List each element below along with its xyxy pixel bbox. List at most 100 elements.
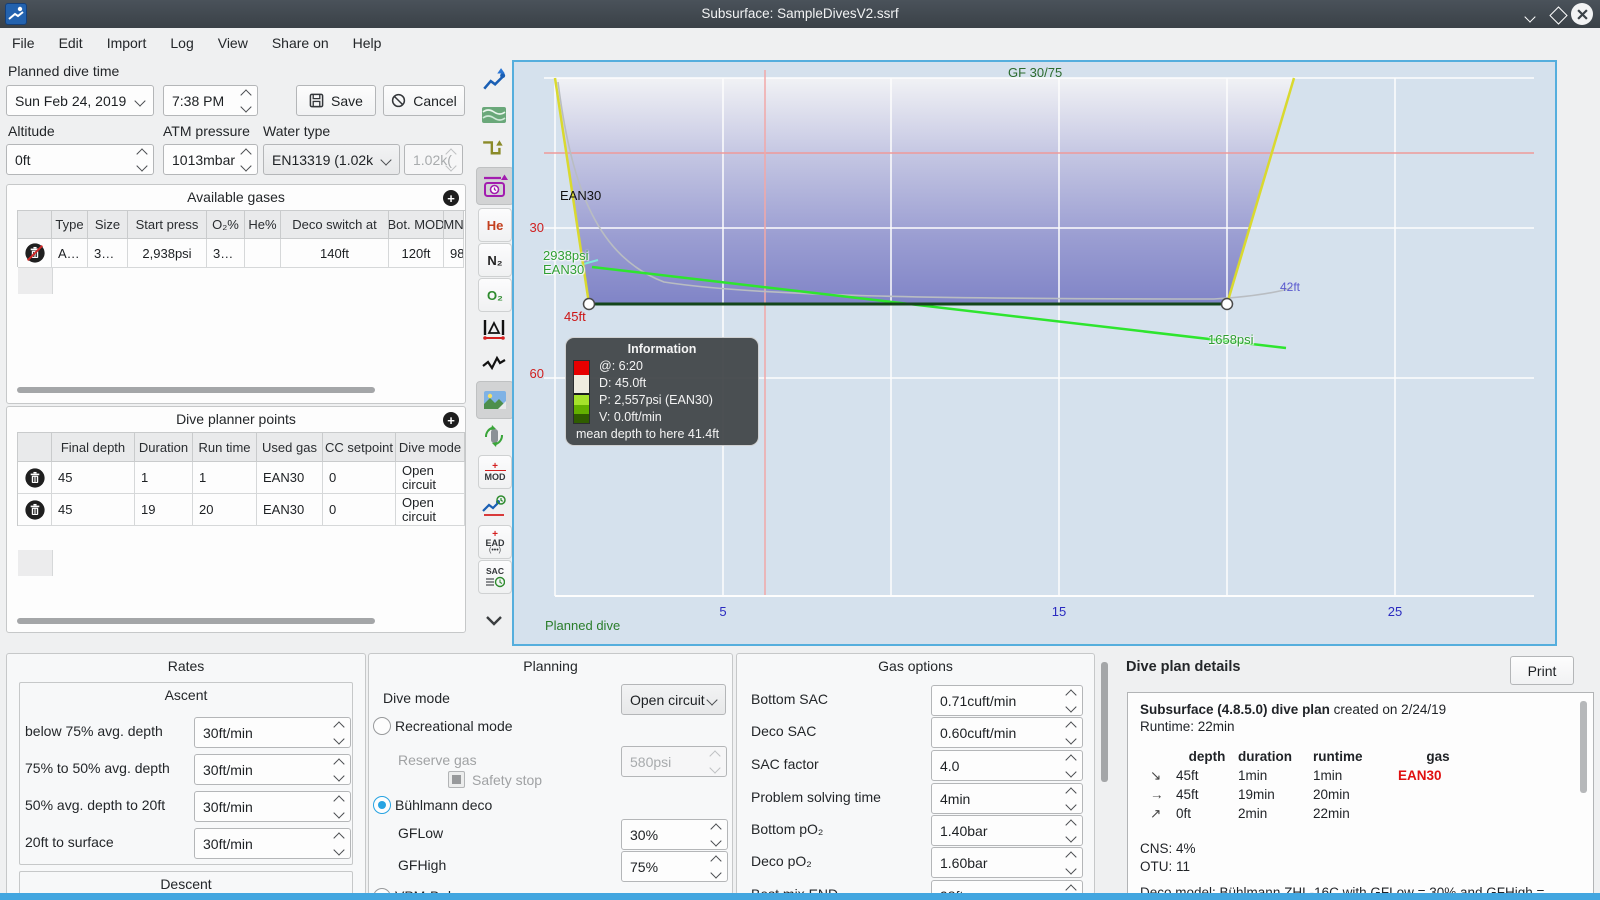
toolbar-scroll-down-button[interactable] xyxy=(478,605,510,637)
planner-h-scrollbar[interactable] xyxy=(17,618,375,624)
calc-ceiling-button[interactable] xyxy=(478,64,510,96)
pt1-duration[interactable]: 1 xyxy=(135,462,193,494)
tank-bar-button[interactable] xyxy=(478,420,510,452)
toggle-n2-graph-button[interactable]: N₂ xyxy=(478,243,512,277)
close-button[interactable] xyxy=(1571,3,1593,25)
add-gas-button[interactable]: + xyxy=(443,190,459,206)
problem-time-spinner[interactable]: 4min xyxy=(931,783,1083,814)
sac-factor-spinner[interactable]: 4.0 xyxy=(931,750,1083,781)
rate-spin-2[interactable]: 30ft/min xyxy=(194,754,351,785)
deco-po2-spinner[interactable]: 1.60bar xyxy=(931,847,1083,878)
heart-rate-button[interactable] xyxy=(478,348,510,380)
rate-spin-4[interactable]: 30ft/min xyxy=(194,828,351,859)
gas-mnd[interactable]: 98f xyxy=(444,239,464,268)
col-run-time[interactable]: Run time xyxy=(193,433,257,462)
buhlmann-deco-radio[interactable] xyxy=(373,796,391,814)
delete-point-cell[interactable] xyxy=(18,494,52,526)
gas-o2[interactable]: 3… xyxy=(207,239,245,268)
col-dive-mode[interactable]: Dive mode xyxy=(396,433,465,462)
col-size[interactable]: Size xyxy=(88,211,128,239)
dive-profile-chart[interactable]: GF 30/75 EAN30 2938psi EAN30 45ft 42ft 1… xyxy=(512,60,1557,646)
delete-gas-cell[interactable] xyxy=(18,239,52,268)
col-deco-switch[interactable]: Deco switch at xyxy=(281,211,389,239)
gas-deco-switch[interactable]: 140ft xyxy=(281,239,389,268)
available-gases-table[interactable]: Type Size Start press O₂% He% Deco switc… xyxy=(17,210,465,268)
bottom-sac-spinner[interactable]: 0.71cuft/min xyxy=(931,685,1083,716)
cancel-button[interactable]: Cancel xyxy=(383,85,465,116)
best-mix-end-spinner[interactable]: 98ft xyxy=(931,880,1083,894)
waypoint-handle-end[interactable] xyxy=(1220,297,1234,311)
time-spinner[interactable]: 7:38 PM xyxy=(163,85,258,116)
pt2-duration[interactable]: 19 xyxy=(135,494,193,526)
col-cc-setpoint[interactable]: CC setpoint xyxy=(323,433,396,462)
plan-v-scrollbar[interactable] xyxy=(1580,701,1587,793)
show-photos-button[interactable] xyxy=(476,381,514,419)
pt1-mode[interactable]: Open circuit xyxy=(396,462,465,494)
atm-pressure-spinner[interactable]: 1013mbar xyxy=(163,144,258,175)
menu-import[interactable]: Import xyxy=(106,35,147,51)
recreational-mode-radio[interactable] xyxy=(373,717,391,735)
safety-stop-checkbox[interactable] xyxy=(448,771,465,788)
bottom-po2-spinner[interactable]: 1.40bar xyxy=(931,815,1083,846)
ead-button[interactable]: + EAD (•••) xyxy=(478,525,512,559)
dc-reported-ceiling-button[interactable] xyxy=(478,134,510,166)
gas-type[interactable]: A… xyxy=(52,239,88,268)
gas-he[interactable] xyxy=(245,239,281,268)
col-final-depth[interactable]: Final depth xyxy=(52,433,135,462)
rate-spin-1[interactable]: 30ft/min xyxy=(194,717,351,748)
menu-view[interactable]: View xyxy=(217,35,248,51)
pt1-depth[interactable]: 45 xyxy=(52,462,135,494)
gfhigh-spinner[interactable]: 75% xyxy=(621,851,728,882)
print-button[interactable]: Print xyxy=(1510,656,1574,685)
col-mnd[interactable]: MN xyxy=(444,211,464,239)
mod-button[interactable]: + MOD xyxy=(478,455,512,489)
col-start-press[interactable]: Start press xyxy=(128,211,207,239)
rate-spin-3[interactable]: 30ft/min xyxy=(194,791,351,822)
gases-h-scrollbar[interactable] xyxy=(17,387,375,393)
gas-bot-mod[interactable]: 120ft xyxy=(389,239,444,268)
water-type-combo[interactable]: EN13319 (1.02k xyxy=(263,144,400,175)
pt2-setpoint[interactable]: 0 xyxy=(323,494,396,526)
col-bot-mod[interactable]: Bot. MOD xyxy=(389,211,444,239)
dive-mode-combo[interactable]: Open circuit xyxy=(621,684,726,715)
col-used-gas[interactable]: Used gas xyxy=(257,433,323,462)
save-button[interactable]: Save xyxy=(296,85,376,116)
menu-file[interactable]: File xyxy=(12,35,35,51)
tissue-heatmap-button[interactable] xyxy=(478,99,510,131)
delete-point-cell[interactable] xyxy=(18,462,52,494)
add-point-button[interactable]: + xyxy=(443,412,459,428)
menu-help[interactable]: Help xyxy=(352,35,382,51)
pt2-mode[interactable]: Open circuit xyxy=(396,494,465,526)
pt2-gas[interactable]: EAN30 xyxy=(257,494,323,526)
menu-log[interactable]: Log xyxy=(170,35,194,51)
col-duration[interactable]: Duration xyxy=(135,433,193,462)
planner-points-table[interactable]: Final depth Duration Run time Used gas C… xyxy=(17,432,465,526)
gas-start-press[interactable]: 2,938psi xyxy=(128,239,207,268)
sac-rate-button[interactable]: SAC xyxy=(478,560,512,594)
pt1-gas[interactable]: EAN30 xyxy=(257,462,323,494)
toggle-he-graph-button[interactable]: He xyxy=(478,208,512,242)
gas-size[interactable]: 3… xyxy=(88,239,128,268)
dive-plan-textbox[interactable]: Subsurface (4.8.5.0) dive plan created o… xyxy=(1127,692,1594,895)
menu-edit[interactable]: Edit xyxy=(58,35,83,51)
deco-sac-spinner[interactable]: 0.60cuft/min xyxy=(931,717,1083,748)
info-tooltip[interactable]: Information @: 6:20 D: 45.0ft P: 2,557ps… xyxy=(565,337,759,446)
gflow-spinner[interactable]: 30% xyxy=(621,819,728,850)
col-o2[interactable]: O₂% xyxy=(207,211,245,239)
col-he[interactable]: He% xyxy=(245,211,281,239)
details-v-scrollbar[interactable] xyxy=(1101,662,1108,782)
menu-share-on[interactable]: Share on xyxy=(271,35,329,51)
planner-mode-button[interactable] xyxy=(476,167,514,205)
pt2-runtime[interactable]: 20 xyxy=(193,494,257,526)
waypoint-handle-start[interactable] xyxy=(582,297,596,311)
toggle-o2-graph-button[interactable]: O₂ xyxy=(478,278,512,312)
pt2-depth[interactable]: 45 xyxy=(52,494,135,526)
date-combo[interactable]: Sun Feb 24, 2019 xyxy=(6,85,154,116)
minimize-button[interactable] xyxy=(1524,8,1536,26)
pt1-setpoint[interactable]: 0 xyxy=(323,462,396,494)
col-type[interactable]: Type xyxy=(52,211,88,239)
altitude-spinner[interactable]: 0ft xyxy=(6,144,154,175)
pt1-runtime[interactable]: 1 xyxy=(193,462,257,494)
ruler-button[interactable] xyxy=(478,313,510,345)
deco-time-button[interactable] xyxy=(478,490,510,522)
